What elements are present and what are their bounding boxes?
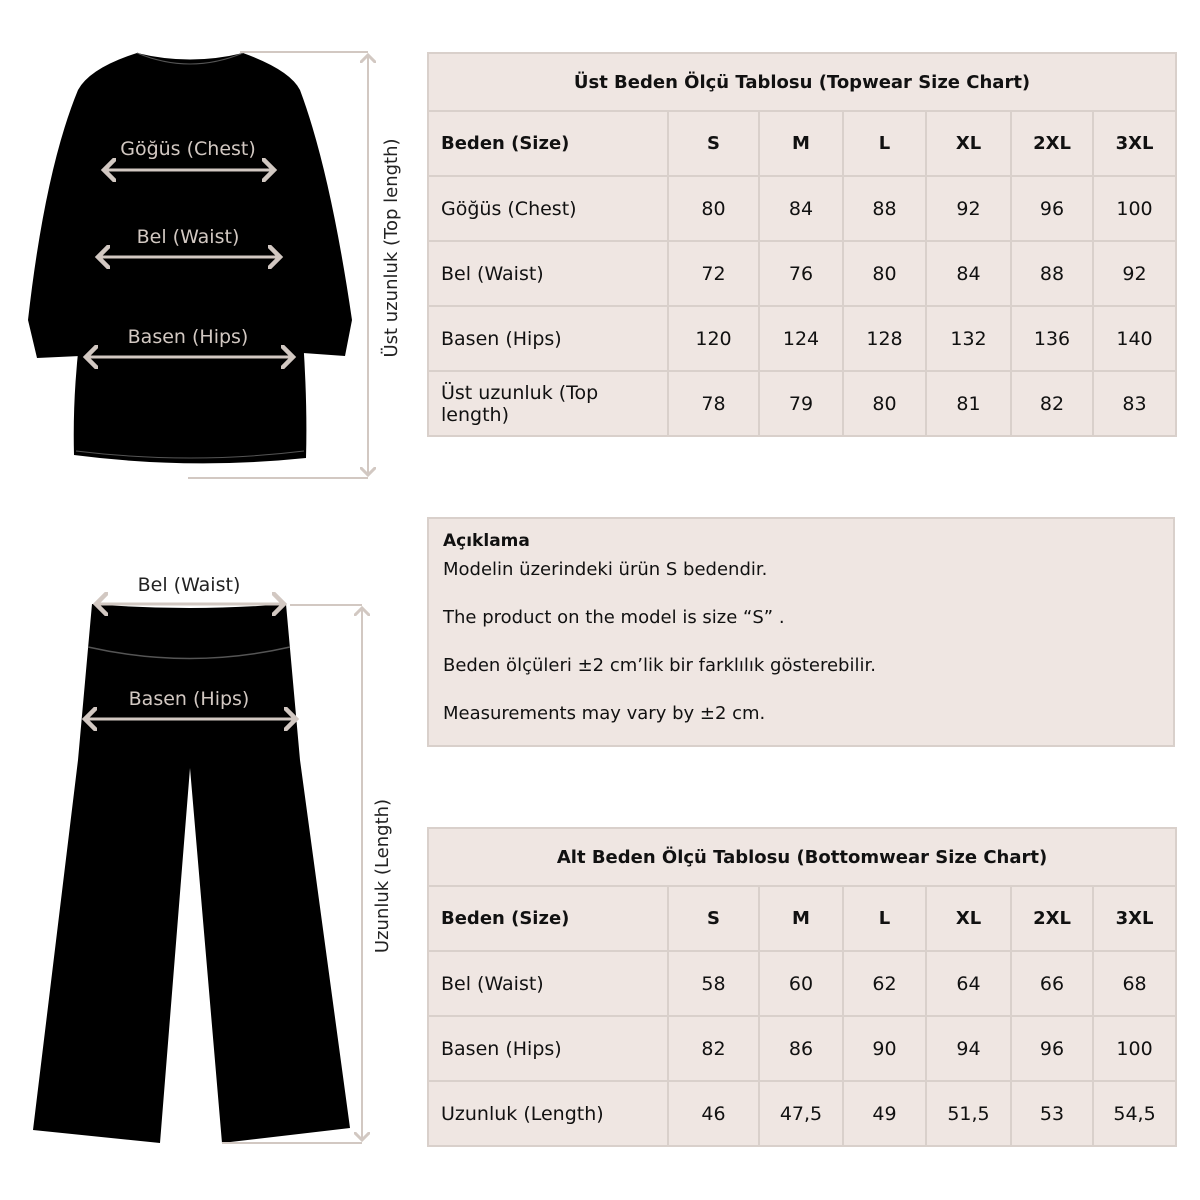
description-box: Açıklama Modelin üzerindeki ürün S beden…: [427, 517, 1175, 747]
description-line: The product on the model is size “S” .: [443, 607, 785, 628]
table-row: Basen (Hips) 120 124 128 132 136 140: [427, 305, 1178, 372]
row-label: Bel (Waist): [427, 950, 669, 1017]
waist-label: Bel (Waist): [137, 226, 240, 248]
row-label: Bel (Waist): [427, 240, 669, 307]
row-label: Göğüs (Chest): [427, 175, 669, 242]
table-cell: 53: [1010, 1080, 1094, 1147]
header-cell: M: [758, 110, 844, 177]
pants-length-label: Uzunluk (Length): [372, 799, 393, 953]
table-cell: 80: [667, 175, 760, 242]
table-cell: 80: [842, 370, 927, 437]
row-label: Uzunluk (Length): [427, 1080, 669, 1147]
table-cell: 79: [758, 370, 844, 437]
table-cell: 78: [667, 370, 760, 437]
header-cell: M: [758, 885, 844, 952]
header-cell: L: [842, 885, 927, 952]
table-cell: 100: [1091, 1015, 1178, 1082]
row-label: Üst uzunluk (Top length): [427, 370, 669, 437]
table-cell: 54,5: [1091, 1080, 1178, 1147]
pants-waist-label: Bel (Waist): [138, 574, 241, 596]
table-cell: 80: [842, 240, 927, 307]
table-cell: 136: [1010, 305, 1094, 372]
table-title: Üst Beden Ölçü Tablosu (Topwear Size Cha…: [426, 52, 1178, 112]
topwear-size-table: Üst Beden Ölçü Tablosu (Topwear Size Cha…: [426, 52, 1178, 437]
table-cell: 128: [842, 305, 927, 372]
table-cell: 49: [842, 1080, 927, 1147]
table-cell: 51,5: [925, 1080, 1012, 1147]
table-cell: 82: [1010, 370, 1094, 437]
table-cell: 60: [758, 950, 844, 1017]
bottomwear-size-table: Alt Beden Ölçü Tablosu (Bottomwear Size …: [426, 827, 1178, 1147]
table-row: Uzunluk (Length) 46 47,5 49 51,5 53 54,5: [427, 1080, 1178, 1147]
table-row: Göğüs (Chest) 80 84 88 92 96 100: [427, 175, 1178, 242]
description-line: Measurements may vary by ±2 cm.: [443, 703, 766, 724]
header-cell: 2XL: [1010, 885, 1094, 952]
table-cell: 84: [758, 175, 844, 242]
table-header-row: Beden (Size) S M L XL 2XL 3XL: [427, 110, 1178, 177]
table-cell: 46: [667, 1080, 760, 1147]
table-cell: 94: [925, 1015, 1012, 1082]
header-cell: Beden (Size): [427, 110, 669, 177]
table-cell: 92: [1091, 240, 1178, 307]
header-cell: S: [667, 110, 760, 177]
table-cell: 47,5: [758, 1080, 844, 1147]
table-cell: 66: [1010, 950, 1094, 1017]
header-cell: S: [667, 885, 760, 952]
hips-label: Basen (Hips): [128, 326, 249, 348]
header-cell: XL: [925, 110, 1012, 177]
table-header-row: Beden (Size) S M L XL 2XL 3XL: [427, 885, 1178, 952]
description-title: Açıklama: [443, 531, 530, 551]
chest-label: Göğüs (Chest): [120, 138, 256, 160]
header-cell: L: [842, 110, 927, 177]
table-cell: 92: [925, 175, 1012, 242]
pants-hips-label: Basen (Hips): [129, 688, 250, 710]
topwear-diagram: Göğüs (Chest) Bel (Waist) Basen (Hips) Ü…: [28, 51, 402, 479]
table-cell: 84: [925, 240, 1012, 307]
table-cell: 58: [667, 950, 760, 1017]
table-cell: 81: [925, 370, 1012, 437]
header-cell: 2XL: [1010, 110, 1094, 177]
table-cell: 68: [1091, 950, 1178, 1017]
table-cell: 62: [842, 950, 927, 1017]
table-cell: 96: [1010, 175, 1094, 242]
table-row: Üst uzunluk (Top length) 78 79 80 81 82 83: [427, 370, 1178, 437]
header-cell: Beden (Size): [427, 885, 669, 952]
description-line: Beden ölçüleri ±2 cm’lik bir farklılık g…: [443, 655, 876, 676]
table-cell: 82: [667, 1015, 760, 1082]
table-cell: 88: [842, 175, 927, 242]
row-label: Basen (Hips): [427, 1015, 669, 1082]
table-cell: 124: [758, 305, 844, 372]
table-row: Basen (Hips) 82 86 90 94 96 100: [427, 1015, 1178, 1082]
table-cell: 120: [667, 305, 760, 372]
table-title: Alt Beden Ölçü Tablosu (Bottomwear Size …: [426, 827, 1178, 887]
header-cell: 3XL: [1091, 885, 1178, 952]
header-cell: 3XL: [1091, 110, 1178, 177]
table-cell: 86: [758, 1015, 844, 1082]
bottomwear-diagram: Bel (Waist) Basen (Hips) Uzunluk (Length…: [33, 574, 393, 1144]
table-cell: 88: [1010, 240, 1094, 307]
table-cell: 132: [925, 305, 1012, 372]
pants-shape: [33, 604, 350, 1143]
table-cell: 64: [925, 950, 1012, 1017]
table-cell: 96: [1010, 1015, 1094, 1082]
description-line: Modelin üzerindeki ürün S bedendir.: [443, 559, 768, 580]
table-cell: 72: [667, 240, 760, 307]
table-cell: 100: [1091, 175, 1178, 242]
row-label: Basen (Hips): [427, 305, 669, 372]
table-cell: 140: [1091, 305, 1178, 372]
table-cell: 76: [758, 240, 844, 307]
table-cell: 83: [1091, 370, 1178, 437]
table-row: Bel (Waist) 58 60 62 64 66 68: [427, 950, 1178, 1017]
header-cell: XL: [925, 885, 1012, 952]
table-cell: 90: [842, 1015, 927, 1082]
table-row: Bel (Waist) 72 76 80 84 88 92: [427, 240, 1178, 307]
top-length-label: Üst uzunluk (Top length): [380, 138, 402, 357]
